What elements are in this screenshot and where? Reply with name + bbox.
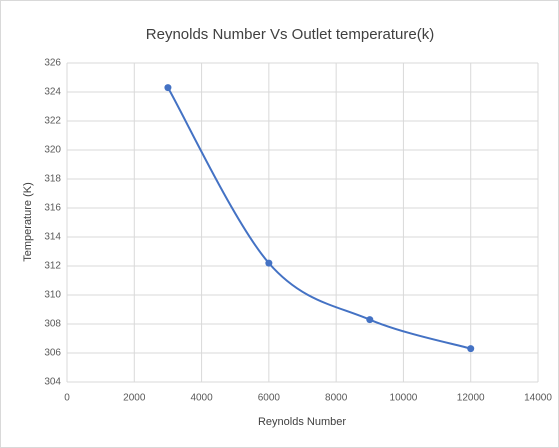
x-tick-label: 4000	[190, 393, 213, 404]
series-line	[167, 87, 471, 350]
y-tick-label: 304	[44, 377, 61, 388]
x-tick-label: 12000	[457, 393, 485, 404]
y-tick-label: 324	[44, 87, 61, 98]
x-tick-label: 0	[64, 393, 70, 404]
y-tick-label: 316	[44, 203, 61, 214]
x-tick-label: 2000	[123, 393, 146, 404]
data-point	[467, 345, 475, 353]
y-tick-label: 318	[44, 174, 61, 185]
x-tick-label: 6000	[258, 393, 281, 404]
y-tick-label: 310	[44, 290, 61, 301]
data-point	[164, 84, 172, 92]
x-axis-title: Reynolds Number	[258, 416, 346, 428]
x-tick-label: 8000	[325, 393, 348, 404]
data-point	[366, 316, 374, 324]
y-axis-title: Temperature (K)	[22, 182, 34, 261]
y-tick-label: 306	[44, 348, 61, 359]
y-tick-label: 314	[44, 232, 61, 243]
y-tick-label: 312	[44, 261, 61, 272]
chart-title: Reynolds Number Vs Outlet temperature(k)	[146, 26, 434, 43]
x-tick-label: 14000	[524, 393, 552, 404]
y-tick-label: 308	[44, 319, 61, 330]
x-tick-label: 10000	[390, 393, 418, 404]
data-point	[265, 259, 273, 267]
y-tick-label: 320	[44, 145, 61, 156]
y-tick-label: 326	[44, 58, 61, 69]
y-tick-label: 322	[44, 116, 61, 127]
